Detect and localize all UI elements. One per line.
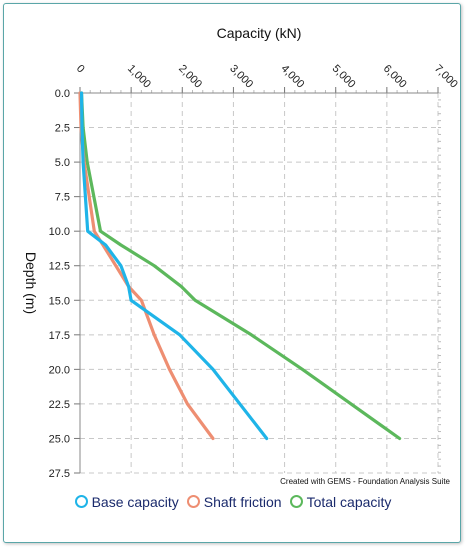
credit-text: Created with GEMS - Foundation Analysis … — [280, 477, 450, 486]
x-tick-label: 5,000 — [330, 63, 358, 91]
legend-label: Base capacity — [91, 494, 179, 510]
x-tick-label: 2,000 — [176, 63, 204, 91]
x-tick-label: 6,000 — [381, 63, 409, 91]
series-line-base-capacity — [79, 91, 269, 441]
x-tick-label: 3,000 — [227, 63, 255, 91]
y-tick-label: 12.5 — [49, 261, 70, 273]
x-tick-label: 4,000 — [278, 63, 306, 91]
legend-label: Total capacity — [306, 494, 392, 510]
series-layer — [78, 91, 402, 441]
x-tick-label: 1,000 — [125, 63, 153, 91]
y-tick-label: 15.0 — [49, 295, 70, 307]
x-axis-title: Capacity (kN) — [217, 25, 302, 41]
legend-item-base-capacity[interactable]: Base capacity — [74, 494, 179, 510]
y-tick-label: 2.5 — [55, 123, 70, 135]
y-tick-label: 27.5 — [49, 468, 70, 480]
y-tick-label: 0.0 — [55, 88, 70, 100]
legend-marker-shaft-friction — [186, 495, 200, 508]
series-line-total-capacity — [79, 91, 402, 441]
legend-marker-base-capacity — [74, 495, 88, 508]
legend-item-shaft-friction[interactable]: Shaft friction — [186, 494, 282, 510]
y-tick-label: 22.5 — [49, 399, 70, 411]
y-tick-label: 25.0 — [49, 433, 70, 445]
y-tick-label: 10.0 — [49, 226, 70, 238]
x-tick-label: 0 — [74, 63, 87, 76]
legend-marker-total-capacity — [289, 495, 303, 508]
chart-legend: Base capacity Shaft friction Total capacit… — [0, 494, 466, 510]
legend-item-total-capacity[interactable]: Total capacity — [289, 494, 392, 510]
y-tick-label: 7.5 — [55, 192, 70, 204]
legend-label: Shaft friction — [203, 494, 282, 510]
y-tick-label: 17.5 — [49, 330, 70, 342]
y-axis-title: Depth (m) — [23, 252, 39, 314]
axes: 0 1,000 2,000 3,000 4,000 5,000 6,000 7,000 0.0 2… — [49, 63, 460, 480]
x-tick-label: 7,000 — [432, 63, 460, 91]
grid-lines — [79, 92, 439, 474]
y-tick-label: 5.0 — [55, 157, 70, 169]
y-tick-label: 20.0 — [49, 364, 70, 376]
